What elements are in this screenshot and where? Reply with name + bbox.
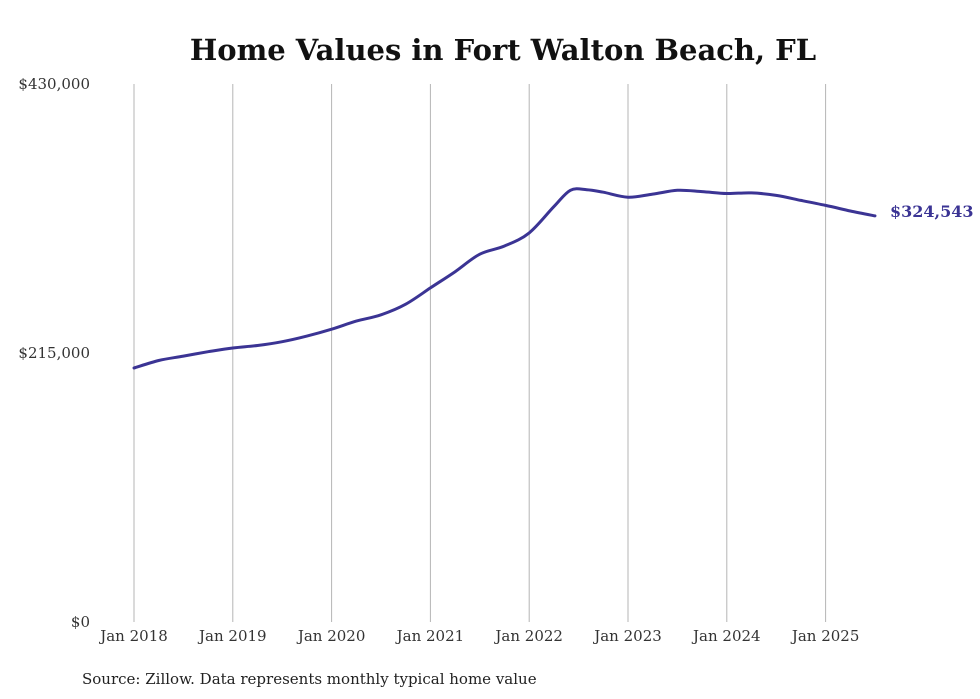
chart-title: Home Values in Fort Walton Beach, FL <box>190 33 816 67</box>
x-tick-label: Jan 2023 <box>592 627 662 645</box>
x-tick-label: Jan 2022 <box>493 627 563 645</box>
x-tick-label: Jan 2025 <box>790 627 860 645</box>
x-tick-label: Jan 2020 <box>296 627 366 645</box>
x-tick-label: Jan 2019 <box>197 627 267 645</box>
x-tick-label: Jan 2018 <box>98 627 168 645</box>
x-tick-label: Jan 2024 <box>691 627 761 645</box>
x-axis-tick-labels: Jan 2018 Jan 2019 Jan 2020 Jan 2021 Jan 2022… <box>98 627 859 645</box>
x-tick-label: Jan 2021 <box>395 627 465 645</box>
y-tick-label: $215,000 <box>18 344 90 362</box>
series-layer <box>132 187 877 370</box>
end-value-label: $324,543 <box>890 202 974 221</box>
source-note: Source: Zillow. Data represents monthly … <box>82 670 537 688</box>
gridlines <box>133 84 827 622</box>
y-tick-label: $430,000 <box>18 75 90 93</box>
y-axis-tick-labels: $0 $215,000 $430,000 <box>18 75 90 631</box>
home-value-series-line <box>132 187 877 370</box>
y-tick-label: $0 <box>71 613 90 631</box>
